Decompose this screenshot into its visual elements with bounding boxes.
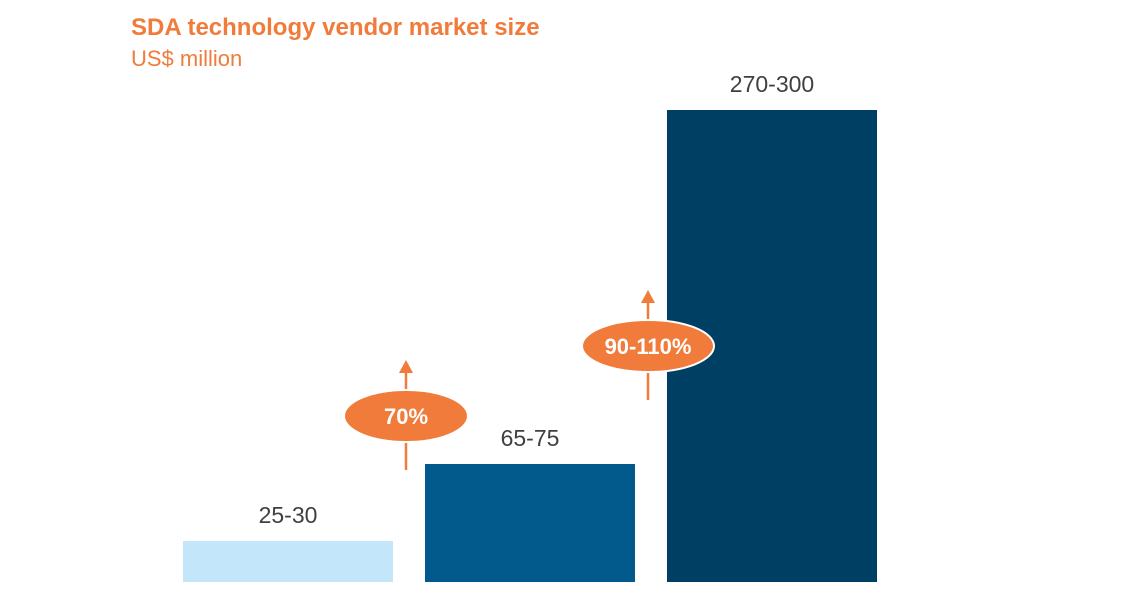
bar-2 (425, 464, 635, 582)
growth-arrow-icon-2 (641, 290, 655, 303)
bar-value-label-1: 25-30 (259, 502, 318, 528)
growth-arrow-icon-1 (399, 360, 413, 373)
chart-title: SDA technology vendor market size (131, 14, 540, 41)
bar-value-label-3: 270-300 (730, 71, 814, 97)
bar-1 (183, 541, 393, 582)
growth-badge-2 (581, 319, 715, 373)
growth-label-2: 90-110% (605, 334, 692, 359)
growth-badge-1 (343, 389, 469, 443)
chart-subtitle: US$ million (131, 46, 243, 71)
growth-label-1: 70% (384, 404, 428, 429)
bar-value-label-2: 65-75 (501, 425, 560, 451)
